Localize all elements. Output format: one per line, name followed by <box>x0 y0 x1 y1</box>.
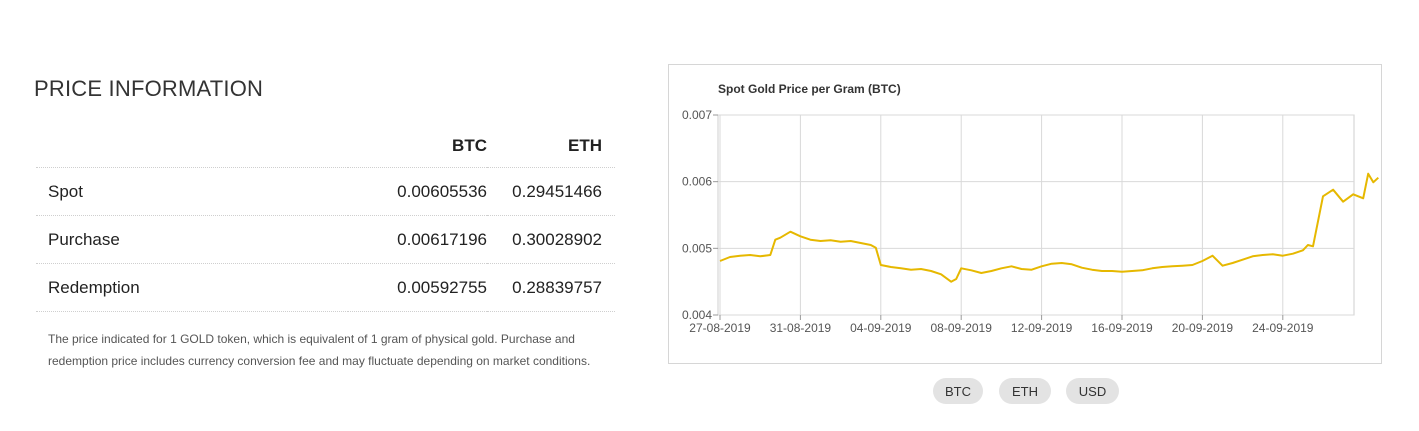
x-tick-label: 04-09-2019 <box>850 321 912 335</box>
table-row-spot: Spot 0.00605536 0.29451466 <box>36 167 615 216</box>
x-tick-label: 27-08-2019 <box>689 321 751 335</box>
chart-canvas: 0.004 0.005 0.006 0.007 27-08-2019 31-08-2019… <box>682 108 1379 335</box>
price-table: BTC ETH Spot 0.00605536 0.29451466 Purch… <box>36 124 615 312</box>
table-header-row: BTC ETH <box>36 124 615 168</box>
plot-frame <box>717 114 1355 316</box>
header-btc: BTC <box>348 124 487 168</box>
y-tick-label: 0.004 <box>682 308 712 322</box>
btc-button[interactable]: BTC <box>933 378 983 404</box>
usd-button[interactable]: USD <box>1066 378 1119 404</box>
btc-value: 0.00605536 <box>348 167 487 216</box>
price-series-line <box>719 172 1379 283</box>
table-row-purchase: Purchase 0.00617196 0.30028902 <box>36 215 615 264</box>
eth-value: 0.28839757 <box>487 263 615 312</box>
x-tick-label: 16-09-2019 <box>1091 321 1153 335</box>
y-tick-label: 0.006 <box>682 175 712 189</box>
table-row-redemption: Redemption 0.00592755 0.28839757 <box>36 263 615 312</box>
y-tick-label: 0.005 <box>682 241 712 255</box>
x-tick-label: 20-09-2019 <box>1172 321 1234 335</box>
price-footnote: The price indicated for 1 GOLD token, wh… <box>48 332 591 368</box>
header-label <box>36 124 348 168</box>
row-label: Redemption <box>36 263 348 312</box>
row-label: Spot <box>36 167 348 216</box>
row-label: Purchase <box>36 215 348 264</box>
btc-value: 0.00592755 <box>348 263 487 312</box>
eth-value: 0.29451466 <box>487 167 615 216</box>
btc-value: 0.00617196 <box>348 215 487 264</box>
x-tick-label: 12-09-2019 <box>1011 321 1073 335</box>
x-tick-label: 08-09-2019 <box>931 321 993 335</box>
chart-title: Spot Gold Price per Gram (BTC) <box>718 82 901 96</box>
header-eth: ETH <box>487 124 615 168</box>
eth-button[interactable]: ETH <box>999 378 1051 404</box>
price-chart: Spot Gold Price per Gram (BTC) 0.004 0.00… <box>668 64 1382 364</box>
section-title: PRICE INFORMATION <box>34 76 264 101</box>
x-tick-label: 31-08-2019 <box>770 321 832 335</box>
x-tick-label: 24-09-2019 <box>1252 321 1314 335</box>
y-tick-label: 0.007 <box>682 108 712 122</box>
eth-value: 0.30028902 <box>487 215 615 264</box>
